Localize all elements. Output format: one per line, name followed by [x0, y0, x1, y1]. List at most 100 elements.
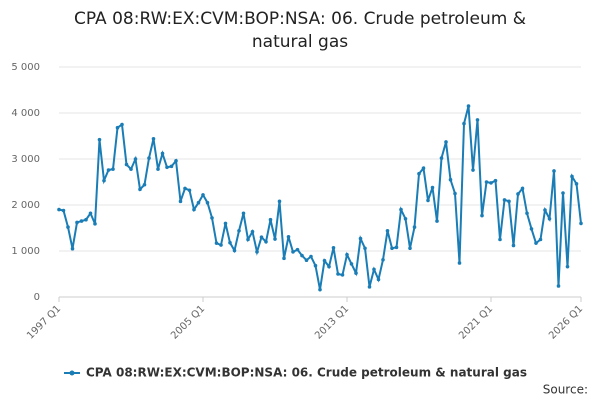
point [412, 225, 417, 229]
point [97, 137, 102, 142]
point [223, 221, 228, 226]
point [138, 187, 142, 192]
point [142, 182, 147, 187]
point [250, 229, 255, 234]
point [408, 246, 412, 251]
point [264, 240, 268, 244]
chart-title: CPA 08:RW:EX:CVM:BOP:NSA: 06. Crude petr… [74, 9, 526, 52]
point [219, 243, 223, 247]
point [480, 213, 484, 218]
point [363, 246, 367, 251]
point [156, 167, 160, 171]
point [453, 191, 457, 196]
point [147, 156, 151, 160]
point [516, 192, 520, 196]
point [304, 258, 309, 263]
point [57, 207, 61, 212]
point [543, 208, 547, 212]
point [201, 193, 205, 197]
y-tick-label: 4 000 [11, 108, 40, 119]
point [520, 186, 525, 191]
point [61, 208, 66, 213]
point [565, 264, 570, 269]
point [570, 174, 574, 179]
point [70, 246, 75, 251]
point [169, 164, 174, 169]
point [376, 277, 381, 282]
point [120, 122, 124, 127]
point [340, 273, 345, 277]
source: Source: [543, 383, 588, 397]
point [151, 136, 156, 141]
point [210, 216, 214, 220]
point [538, 237, 543, 242]
point [228, 240, 232, 245]
point [268, 217, 273, 222]
point [403, 217, 408, 221]
point [484, 180, 489, 184]
point [529, 227, 534, 231]
point [345, 252, 349, 257]
point [435, 219, 439, 223]
point [507, 199, 511, 204]
point [192, 207, 196, 212]
point [502, 198, 507, 202]
point [291, 250, 295, 254]
point [426, 198, 430, 203]
point [259, 235, 264, 239]
x-tick-label: 2021 Q1 [457, 303, 495, 341]
y-tick-label: 2 000 [11, 200, 40, 211]
point [394, 245, 399, 250]
point [273, 237, 277, 241]
point [534, 241, 538, 245]
point [300, 253, 304, 258]
point [124, 162, 129, 167]
point [241, 211, 246, 216]
point [327, 264, 331, 269]
point [277, 199, 282, 204]
point [381, 257, 385, 262]
point [336, 272, 340, 276]
point [84, 217, 88, 222]
point [561, 191, 565, 195]
point [133, 157, 138, 161]
point [489, 181, 493, 185]
point [511, 243, 516, 248]
point [367, 285, 372, 289]
point [475, 118, 480, 122]
point [421, 166, 426, 170]
point [457, 261, 462, 265]
legend-swatch [69, 370, 75, 376]
point [439, 156, 444, 160]
point [66, 225, 70, 229]
point [399, 207, 403, 212]
point [372, 267, 376, 272]
point [187, 188, 192, 193]
point [471, 168, 475, 172]
point [196, 200, 201, 205]
point [349, 262, 354, 266]
point [466, 104, 471, 108]
point [165, 165, 169, 170]
point [390, 246, 394, 251]
point [547, 217, 552, 221]
point [75, 220, 79, 225]
y-tick-label: 0 [34, 292, 40, 303]
point [552, 169, 556, 173]
point [295, 247, 300, 252]
point [183, 186, 187, 191]
point [448, 177, 453, 182]
point [232, 248, 237, 253]
point [214, 241, 219, 245]
point [462, 121, 466, 126]
point [160, 151, 165, 156]
point [331, 245, 336, 250]
point [430, 185, 435, 190]
x-tick-label: 2026 Q1 [547, 303, 585, 341]
point [444, 140, 448, 144]
point [385, 228, 390, 233]
point [313, 263, 318, 268]
point [493, 178, 498, 183]
